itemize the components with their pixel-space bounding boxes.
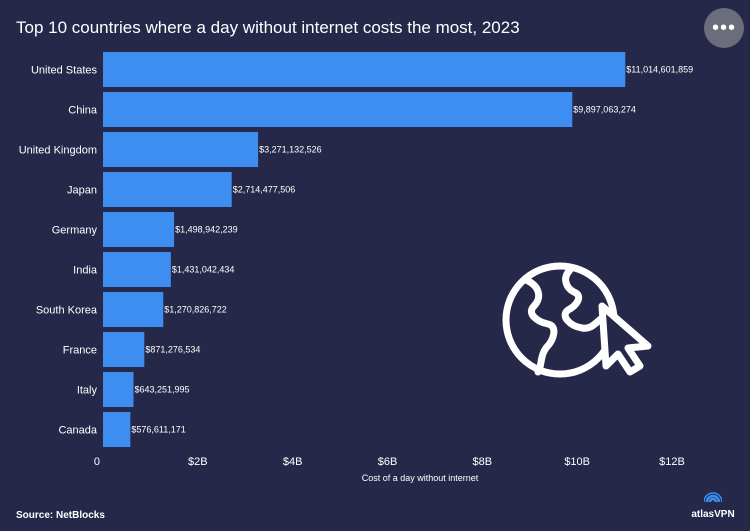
- category-label: France: [63, 345, 97, 357]
- x-tick-label: $10B: [564, 456, 590, 468]
- x-tick-label: $6B: [378, 456, 398, 468]
- data-label: $3,271,132,526: [259, 145, 322, 155]
- x-tick-label: $2B: [188, 456, 208, 468]
- bar-5: [103, 252, 171, 287]
- source-note: Source: NetBlocks: [16, 510, 105, 521]
- bar-8: [103, 372, 134, 407]
- bar-0: [103, 52, 626, 87]
- data-label: $576,611,171: [131, 425, 185, 435]
- data-label: $11,014,601,859: [626, 65, 693, 75]
- bar-4: [103, 212, 175, 247]
- category-label: Japan: [67, 185, 97, 197]
- data-label: $871,276,534: [145, 345, 200, 355]
- category-label: United Kingdom: [19, 145, 97, 157]
- data-label: $1,431,042,434: [172, 265, 235, 275]
- category-label: India: [73, 265, 98, 277]
- data-label: $2,714,477,506: [233, 185, 296, 195]
- bar-1: [103, 92, 573, 127]
- data-label: $1,498,942,239: [175, 225, 238, 235]
- category-label: United States: [31, 65, 98, 77]
- category-label: South Korea: [36, 305, 98, 317]
- bar-3: [103, 172, 232, 207]
- brand-logo: atlasVPN: [688, 488, 738, 520]
- atlasvpn-logo-icon: [703, 492, 723, 503]
- bar-9: [103, 412, 131, 447]
- x-tick-label: $4B: [283, 456, 303, 468]
- globe-cursor-icon: [498, 262, 658, 387]
- chart-title: Top 10 countries where a day without int…: [16, 18, 520, 37]
- more-options-button[interactable]: •••: [704, 8, 744, 48]
- brand-name: atlasVPN: [691, 509, 735, 520]
- data-label: $9,897,063,274: [573, 105, 636, 115]
- category-label: Canada: [58, 425, 97, 437]
- bar-7: [103, 332, 145, 367]
- category-label: China: [68, 105, 98, 117]
- bar-6: [103, 292, 164, 327]
- x-axis-label: Cost of a day without internet: [362, 473, 479, 483]
- x-tick-label: $8B: [473, 456, 493, 468]
- x-tick-label: $12B: [659, 456, 685, 468]
- category-label: Germany: [52, 225, 98, 237]
- data-label: $1,270,826,722: [164, 305, 227, 315]
- x-tick-label: 0: [94, 456, 100, 468]
- bar-2: [103, 132, 259, 167]
- category-label: Italy: [77, 385, 98, 397]
- data-label: $643,251,995: [135, 385, 190, 395]
